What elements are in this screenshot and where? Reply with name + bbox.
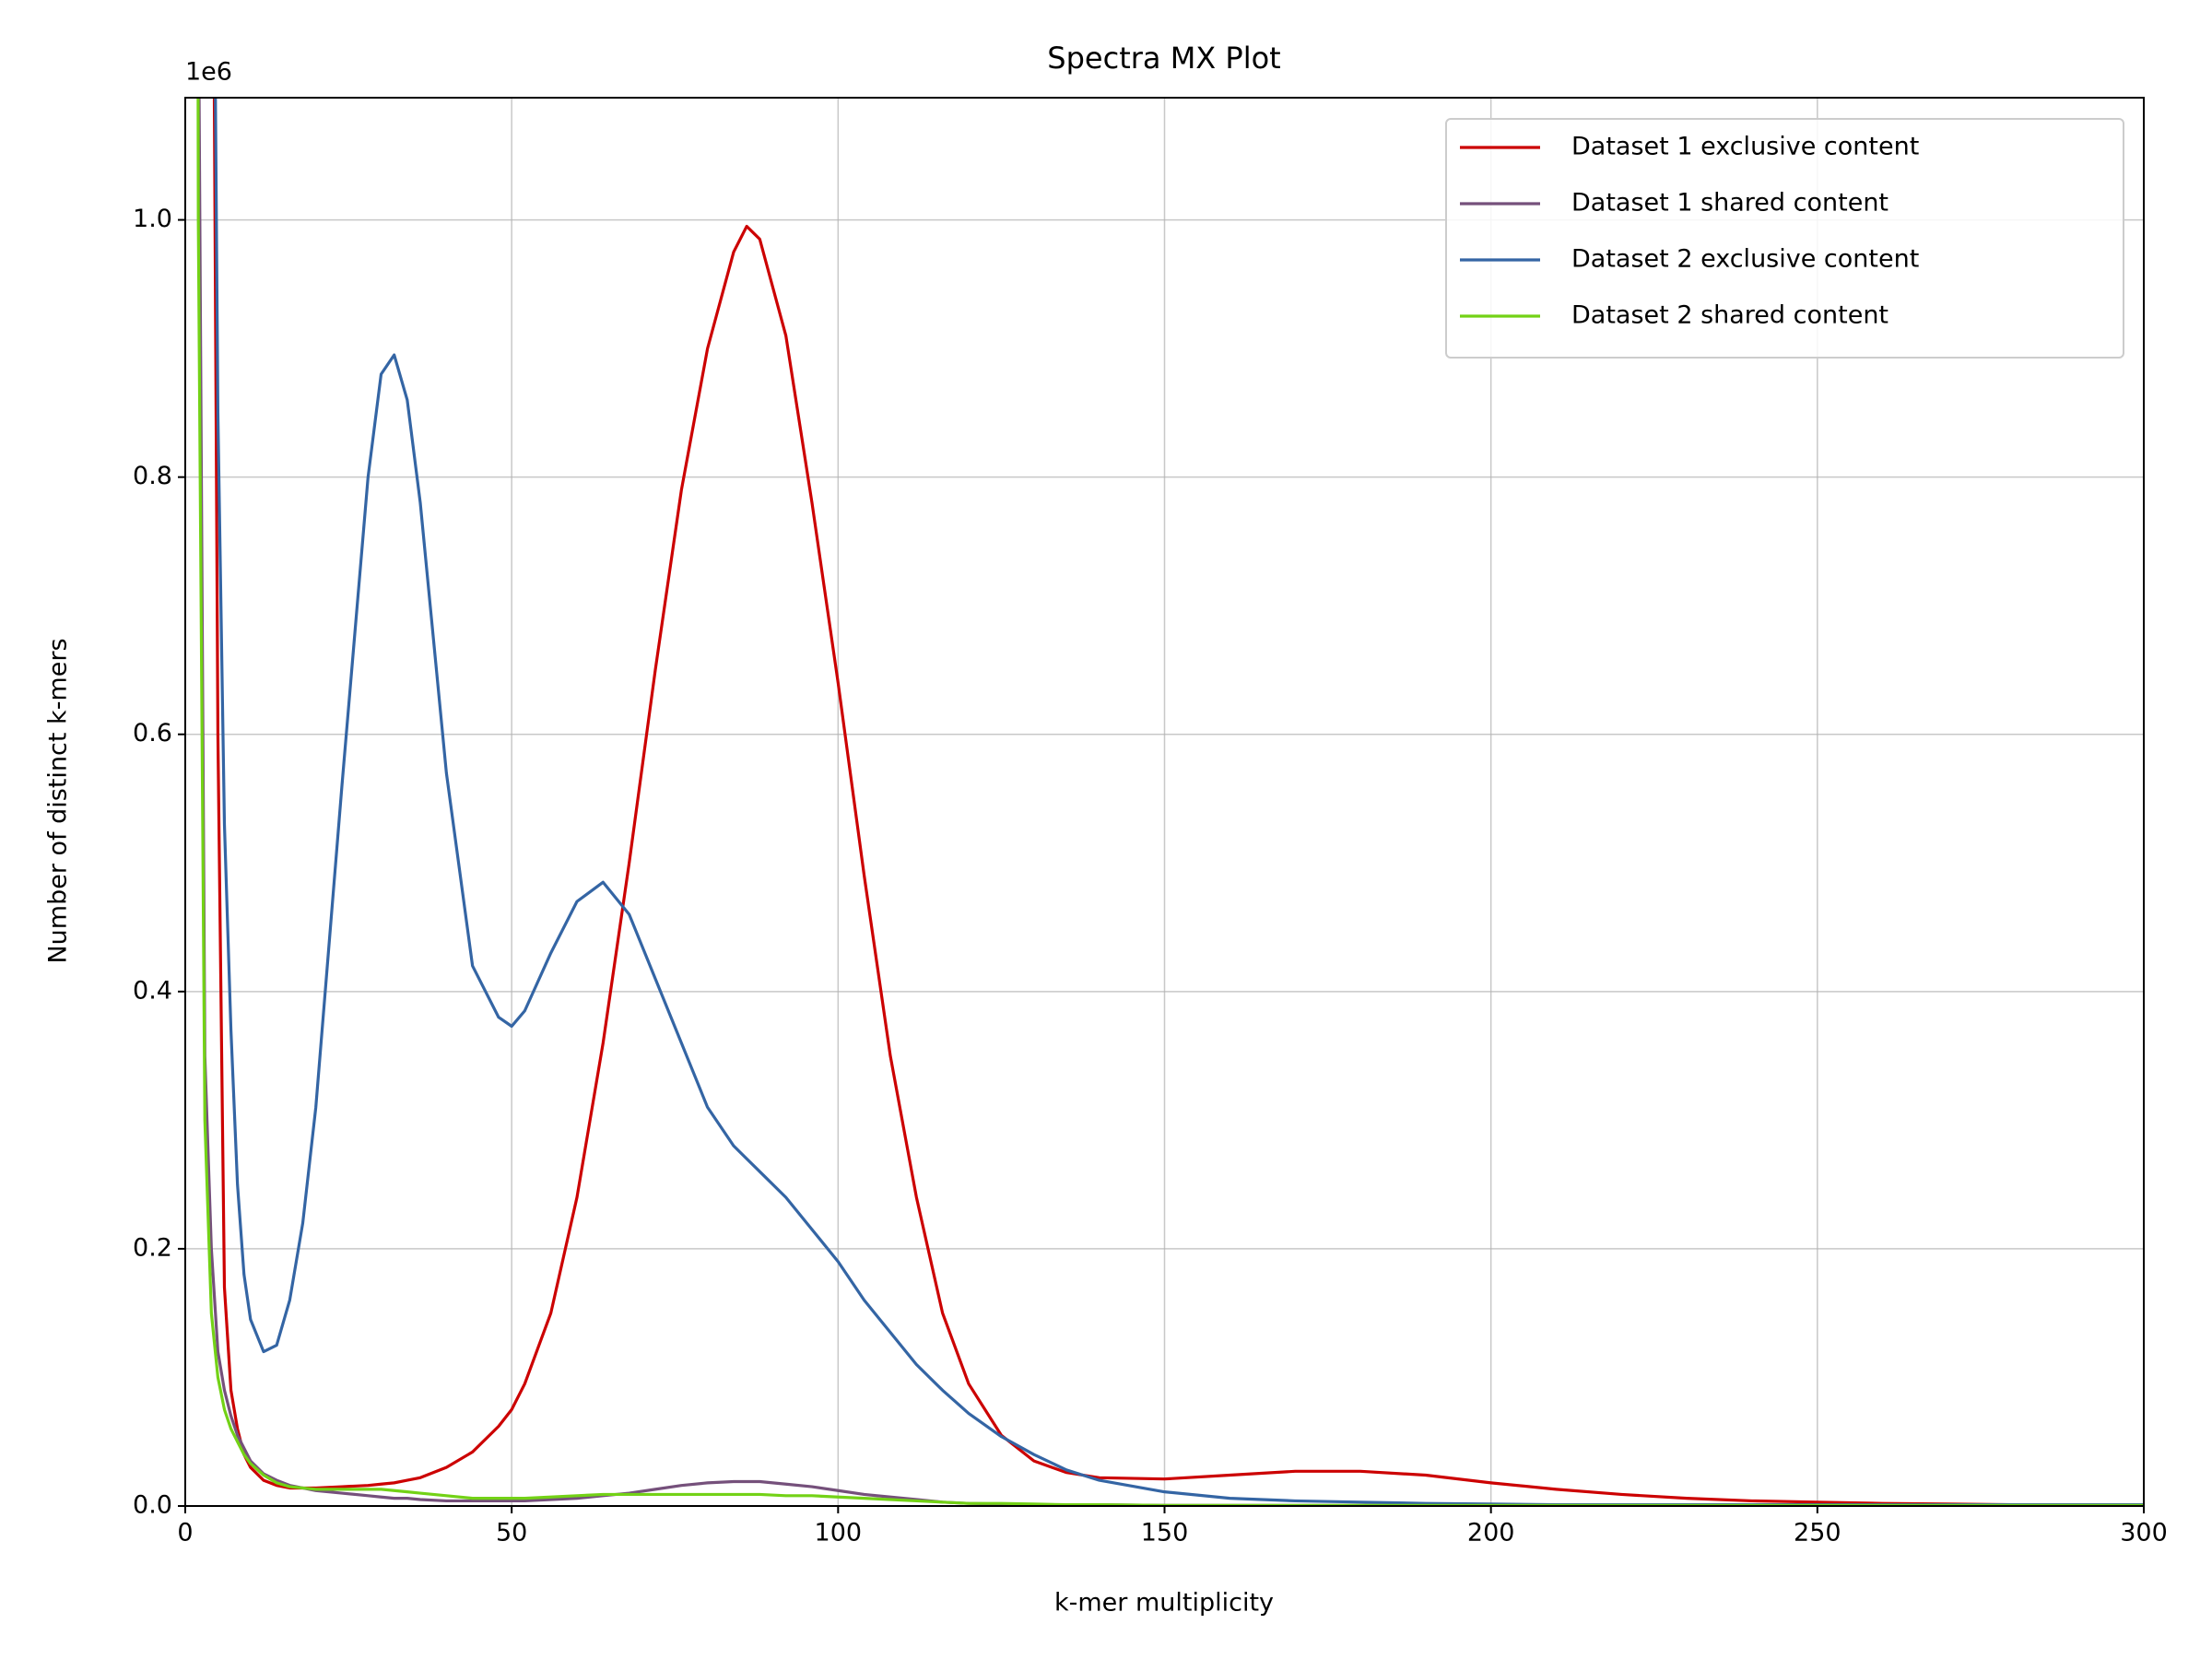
data-line: [212, 98, 2144, 1506]
x-tick-label: 100: [815, 1519, 863, 1547]
legend-box: [1445, 118, 2124, 359]
legend-label: Dataset 1 shared content: [1571, 189, 1888, 218]
y-tick-label: 0.0: [133, 1491, 172, 1520]
x-tick-label: 200: [1467, 1519, 1515, 1547]
chart-title: Spectra MX Plot: [1047, 41, 1280, 76]
legend-label: Dataset 2 shared content: [1571, 301, 1888, 330]
legend: Dataset 1 exclusive content Dataset 1 sha…: [1445, 118, 2124, 359]
legend-label: Dataset 2 exclusive content: [1571, 245, 1919, 274]
x-tick-label: 150: [1141, 1519, 1189, 1547]
y-offset-label: 1e6: [185, 58, 232, 87]
y-tick-label: 0.2: [133, 1233, 172, 1262]
y-axis-label: Number of distinct k-mers: [44, 638, 73, 963]
x-tick-label: 250: [1794, 1519, 1841, 1547]
y-tick-label: 1.0: [133, 205, 172, 233]
data-line: [214, 98, 2144, 1506]
x-tick-label: 50: [496, 1519, 527, 1547]
x-axis-label: k-mer multiplicity: [1054, 1589, 1274, 1618]
y-tick-label: 0.6: [133, 719, 172, 747]
x-tick-label: 300: [2120, 1519, 2168, 1547]
y-tick-label: 0.4: [133, 976, 172, 1005]
x-tick-label: 0: [177, 1519, 193, 1547]
y-tick-label: 0.8: [133, 462, 172, 490]
legend-label: Dataset 1 exclusive content: [1571, 133, 1919, 161]
